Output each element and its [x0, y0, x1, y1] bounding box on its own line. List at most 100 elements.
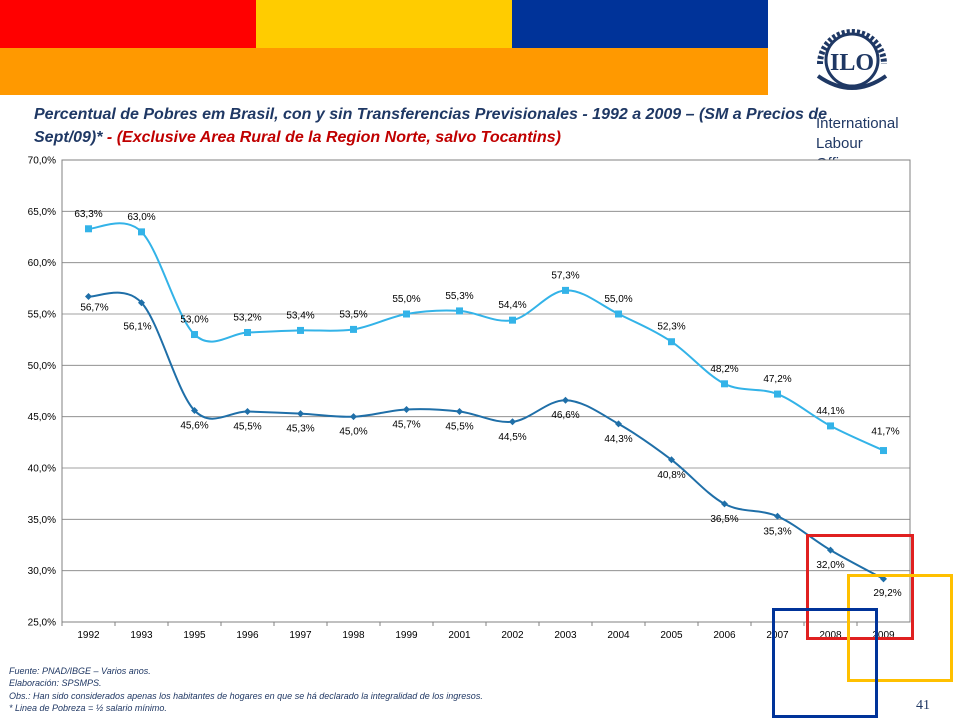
- page-number: 41: [916, 698, 930, 713]
- y-tick-label: 40,0%: [28, 464, 56, 475]
- data-label: 45,0%: [339, 427, 367, 438]
- org-line-1: International: [816, 115, 899, 132]
- data-label: 47,2%: [763, 374, 791, 385]
- data-label: 56,7%: [80, 303, 108, 314]
- highlight-box-yellow: [847, 574, 953, 682]
- y-tick-label: 60,0%: [28, 258, 56, 269]
- data-label: 45,7%: [392, 419, 420, 430]
- data-point-marker: [456, 408, 463, 416]
- data-point-marker: [880, 575, 887, 583]
- header-band-red: [0, 0, 256, 48]
- data-point-marker: [615, 310, 622, 318]
- slide-title: Percentual de Pobres em Brasil, con y si…: [34, 103, 864, 149]
- data-label: 53,4%: [286, 310, 314, 321]
- note-poverty-line: * Linea de Pobreza = ½ salario mínimo.: [9, 702, 167, 713]
- data-point-marker: [297, 326, 304, 334]
- data-label: 44,3%: [604, 434, 632, 445]
- data-label: 45,3%: [286, 424, 314, 435]
- x-tick-label: 2007: [766, 630, 789, 641]
- x-tick-label: 2006: [713, 630, 736, 641]
- data-point-marker: [615, 420, 622, 428]
- note-source: Fuente: PNAD/IBGE – Varios anos.: [9, 666, 151, 676]
- note-observation: Obs.: Han sido considerados apenas los h…: [9, 690, 483, 701]
- data-label: 45,5%: [233, 422, 261, 433]
- data-point-marker: [827, 546, 834, 554]
- chart-plot-area: [61, 159, 911, 623]
- data-point-marker: [774, 512, 781, 520]
- x-tick-label: 2001: [448, 630, 471, 641]
- data-point-marker: [191, 331, 198, 339]
- header-band-yellow: [256, 0, 512, 48]
- x-tick-label: 2002: [501, 630, 524, 641]
- x-tick-label: 2008: [819, 630, 842, 641]
- data-point-marker: [244, 408, 251, 416]
- data-label: 45,5%: [445, 422, 473, 433]
- data-label: 55,0%: [392, 294, 420, 305]
- data-label: 55,3%: [445, 291, 473, 302]
- y-tick-label: 50,0%: [28, 361, 56, 372]
- x-tick-label: 2005: [660, 630, 683, 641]
- data-label: 44,5%: [498, 432, 526, 443]
- title-qualifier: - (Exclusive Area Rural de la Region Nor…: [102, 129, 561, 146]
- note-elaboration: Elaboración: SPSMPS.: [9, 678, 102, 689]
- title-main: Percentual de Pobres em Brasil, con y si…: [34, 106, 827, 146]
- data-label: 53,5%: [339, 309, 367, 320]
- header-band-orange: [0, 48, 768, 95]
- data-label: 46,6%: [551, 410, 579, 421]
- data-point-marker: [350, 325, 357, 333]
- data-point-marker: [509, 316, 516, 324]
- data-label: 54,4%: [498, 300, 526, 311]
- data-point-marker: [562, 396, 569, 404]
- data-point-marker: [509, 418, 516, 426]
- highlight-box-red: [806, 534, 914, 640]
- data-label: 55,0%: [604, 294, 632, 305]
- org-line-2: Labour: [816, 135, 863, 152]
- x-tick-label: 1997: [289, 630, 312, 641]
- data-point-marker: [403, 405, 410, 413]
- data-point-marker: [297, 410, 304, 418]
- y-tick-label: 65,0%: [28, 207, 56, 218]
- data-label: 40,8%: [657, 470, 685, 481]
- data-label: 63,3%: [74, 209, 102, 220]
- x-tick-label: 1998: [342, 630, 365, 641]
- data-label: 36,5%: [710, 514, 738, 525]
- data-label: 57,3%: [551, 270, 579, 281]
- data-point-marker: [403, 310, 410, 318]
- data-label: 41,7%: [871, 427, 899, 438]
- y-tick-label: 70,0%: [28, 156, 56, 167]
- poverty-line-chart: 70,0% 65,0% 60,0% 55,0% 50,0% 45,0% 40,0% 35,0%…: [28, 156, 911, 641]
- series-line: [88, 222, 884, 452]
- y-tick-label: 30,0%: [28, 566, 56, 577]
- data-point-marker: [668, 338, 675, 346]
- x-tick-label: 1995: [183, 630, 206, 641]
- data-label: 52,3%: [657, 322, 685, 333]
- y-tick-label: 45,0%: [28, 412, 56, 423]
- data-point-marker: [721, 380, 728, 388]
- header-band-blue: [512, 0, 768, 48]
- data-label: 44,1%: [816, 406, 844, 417]
- y-tick-label: 55,0%: [28, 310, 56, 321]
- data-label: 53,0%: [180, 315, 208, 326]
- data-label: 56,1%: [123, 322, 151, 333]
- data-label: 29,2%: [873, 588, 901, 599]
- ilo-logo-icon: ILO: [816, 29, 888, 90]
- data-point-marker: [668, 456, 675, 464]
- data-point-marker: [827, 422, 834, 430]
- x-tick-label: 1996: [236, 630, 259, 641]
- x-tick-label: 2003: [554, 630, 577, 641]
- data-point-marker: [774, 390, 781, 398]
- source-notes: Fuente: PNAD/IBGE – Varios anos. Elabora…: [9, 665, 483, 714]
- data-point-marker: [456, 307, 463, 315]
- data-label: 53,2%: [233, 312, 261, 323]
- data-point-marker: [191, 407, 198, 415]
- data-point-marker: [85, 225, 92, 233]
- x-tick-label: 1992: [77, 630, 100, 641]
- data-point-marker: [138, 228, 145, 236]
- data-point-marker: [244, 328, 251, 336]
- data-label: 35,3%: [763, 526, 791, 537]
- series-line: [88, 291, 884, 580]
- data-label: 32,0%: [816, 560, 844, 571]
- y-tick-label: 35,0%: [28, 515, 56, 526]
- logo-text: ILO: [830, 50, 874, 76]
- data-label: 63,0%: [127, 212, 155, 223]
